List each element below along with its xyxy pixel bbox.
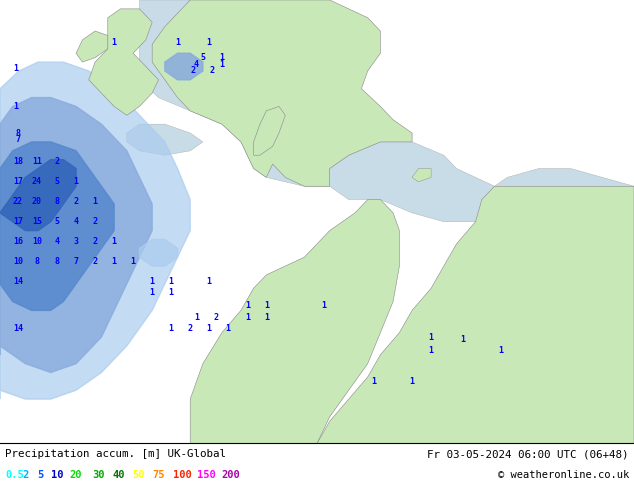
Text: 40: 40 [112,470,125,480]
Text: 0.5: 0.5 [5,470,24,480]
Text: 1: 1 [226,324,231,333]
Text: 1: 1 [175,38,180,47]
Text: 2: 2 [93,257,98,266]
Text: 16: 16 [13,237,23,246]
Polygon shape [317,186,634,443]
Text: 18: 18 [13,157,23,167]
Text: 1: 1 [93,197,98,206]
Text: 50: 50 [133,470,145,480]
Text: 10: 10 [32,237,42,246]
Text: 2: 2 [55,157,60,167]
Text: 1: 1 [169,324,174,333]
Text: 1: 1 [112,257,117,266]
Text: 2: 2 [74,197,79,206]
Text: 1: 1 [460,335,465,344]
Polygon shape [0,160,76,231]
Text: © weatheronline.co.uk: © weatheronline.co.uk [498,470,629,480]
Text: 1: 1 [321,301,326,311]
Text: 8: 8 [55,257,60,266]
Text: 1: 1 [169,288,174,297]
Text: 2: 2 [210,67,215,75]
Text: 1: 1 [264,301,269,311]
Text: 5: 5 [55,217,60,226]
Text: 5: 5 [55,177,60,186]
Text: 1: 1 [219,60,224,69]
Text: 150: 150 [197,470,216,480]
Text: 1: 1 [498,346,503,355]
Text: 15: 15 [32,217,42,226]
Text: 1: 1 [169,277,174,286]
Polygon shape [330,142,507,221]
Text: 1: 1 [74,177,79,186]
Text: 17: 17 [13,177,23,186]
Text: 22: 22 [13,197,23,206]
Text: 4: 4 [55,237,60,246]
Text: 10: 10 [13,257,23,266]
Text: 1: 1 [372,377,377,386]
Text: 7: 7 [74,257,79,266]
Text: 1: 1 [150,277,155,286]
Text: 1: 1 [13,64,18,73]
Text: 4: 4 [194,60,199,69]
Polygon shape [495,169,634,199]
Text: 1: 1 [219,53,224,62]
Text: 1: 1 [207,324,212,333]
Text: 17: 17 [13,217,23,226]
Text: 1: 1 [207,277,212,286]
Text: 2: 2 [93,217,98,226]
Polygon shape [165,53,203,80]
Polygon shape [190,199,399,443]
Text: 100: 100 [173,470,192,480]
Text: 8: 8 [15,128,20,138]
Text: 20: 20 [70,470,82,480]
Text: 2: 2 [191,67,196,75]
Text: 1: 1 [264,313,269,321]
Text: 14: 14 [13,324,23,333]
Text: 24: 24 [32,177,42,186]
Text: 1: 1 [13,102,18,111]
Text: 75: 75 [153,470,165,480]
Text: 5: 5 [200,53,205,62]
Text: 200: 200 [221,470,240,480]
Text: 1: 1 [194,313,199,321]
Text: 11: 11 [32,157,42,167]
Text: 2: 2 [213,313,218,321]
Polygon shape [76,31,108,62]
Polygon shape [127,124,203,155]
Text: 5: 5 [37,470,43,480]
Text: 8: 8 [55,197,60,206]
Polygon shape [152,0,412,186]
Text: 1: 1 [150,288,155,297]
Text: 10: 10 [51,470,63,480]
Polygon shape [139,0,330,186]
Text: 7: 7 [15,135,20,144]
Polygon shape [0,142,114,311]
Text: 1: 1 [131,257,136,266]
Text: 1: 1 [245,313,250,321]
Text: 1: 1 [410,377,415,386]
Polygon shape [139,240,178,266]
Text: Fr 03-05-2024 06:00 UTC (06+48): Fr 03-05-2024 06:00 UTC (06+48) [427,449,629,459]
Text: Precipitation accum. [m] UK-Global: Precipitation accum. [m] UK-Global [5,449,226,459]
Text: 20: 20 [32,197,42,206]
Text: 3: 3 [74,237,79,246]
Text: 1: 1 [112,237,117,246]
Text: 30: 30 [92,470,105,480]
Text: 1: 1 [207,38,212,47]
Polygon shape [412,169,431,182]
Text: 2: 2 [93,237,98,246]
Text: 1: 1 [429,346,434,355]
Polygon shape [89,9,158,115]
Text: 1: 1 [245,301,250,311]
Text: 8: 8 [34,257,39,266]
Text: 1: 1 [429,333,434,342]
Text: 14: 14 [13,277,23,286]
Text: 2: 2 [188,324,193,333]
Polygon shape [254,106,285,155]
Text: 1: 1 [112,38,117,47]
Polygon shape [0,98,152,372]
Text: 4: 4 [74,217,79,226]
Text: 2: 2 [23,470,29,480]
Polygon shape [0,62,190,399]
